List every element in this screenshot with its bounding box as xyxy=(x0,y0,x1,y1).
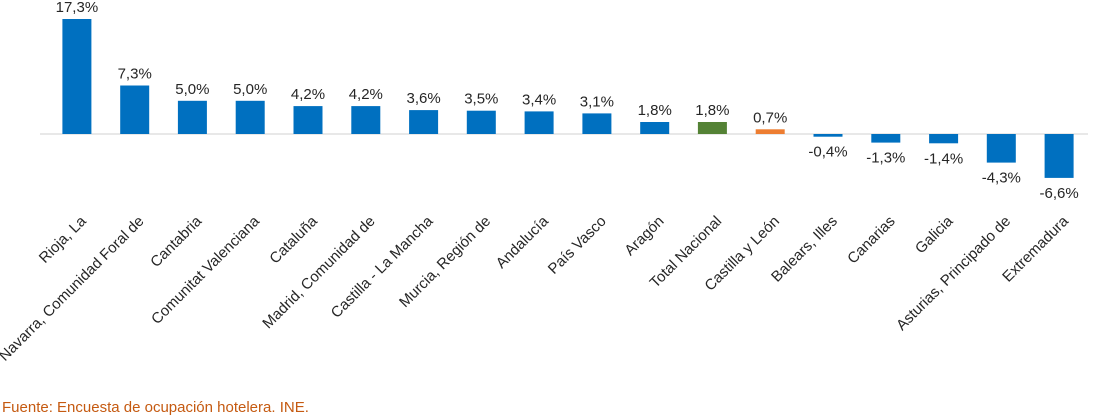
data-label: 1,8% xyxy=(695,102,729,119)
bar xyxy=(177,100,207,134)
category-tick-label: Andalucía xyxy=(493,212,553,272)
bar xyxy=(697,122,727,134)
bar xyxy=(293,106,323,134)
category-tick-label: Aragón xyxy=(621,213,667,259)
data-label: -6,6% xyxy=(1040,185,1079,202)
category-tick-label: Castilla - La Mancha xyxy=(328,212,437,321)
bar xyxy=(986,134,1016,163)
data-label: 4,2% xyxy=(349,86,383,103)
category-tick-label: Cataluña xyxy=(266,212,321,267)
data-label: -1,3% xyxy=(866,150,905,167)
data-label: 4,2% xyxy=(291,86,325,103)
data-label: 1,8% xyxy=(638,102,672,119)
data-label: 3,4% xyxy=(522,91,556,108)
bar xyxy=(929,134,959,144)
data-label: 3,1% xyxy=(580,93,614,110)
bar xyxy=(640,122,670,134)
bar xyxy=(582,113,612,134)
bar xyxy=(813,134,843,137)
source-note: Fuente: Encuesta de ocupación hotelera. … xyxy=(2,399,309,416)
bar xyxy=(409,110,439,134)
data-label: 0,7% xyxy=(753,109,787,126)
bar xyxy=(120,85,150,134)
bar xyxy=(466,110,496,134)
bar xyxy=(235,100,265,134)
bar xyxy=(1044,134,1074,178)
category-tick-label: Madrid, Comunidad de xyxy=(259,213,378,332)
category-tick-label: Rioja, La xyxy=(36,212,90,266)
data-label: 3,6% xyxy=(406,90,440,107)
category-tick-label: País Vasco xyxy=(545,213,610,278)
bar xyxy=(871,134,901,143)
data-labels-group: 17,3% 7,3% 5,0% 5,0% 4,2% 4,2% 3,6% 3,5% 3,4% 3,1… xyxy=(56,0,1079,202)
bar xyxy=(62,19,92,134)
data-label: 5,0% xyxy=(233,81,267,98)
category-tick-label: Canarias xyxy=(844,213,898,267)
category-tick-label: Asturias, Principado de xyxy=(893,213,1014,334)
data-label: -0,4% xyxy=(808,144,847,161)
category-tick-label: Comunitat Valenciana xyxy=(148,212,263,327)
data-label: 17,3% xyxy=(56,0,99,16)
bar xyxy=(524,111,554,134)
bar xyxy=(351,106,381,134)
data-label: -1,4% xyxy=(924,150,963,167)
chart-canvas: 17,3% 7,3% 5,0% 5,0% 4,2% 4,2% 3,6% 3,5% 3,4% 3,1… xyxy=(0,0,1088,365)
bar xyxy=(755,129,785,134)
data-label: 7,3% xyxy=(118,66,152,83)
category-tick-label: Galicia xyxy=(912,212,957,257)
bar-chart: 17,3% 7,3% 5,0% 5,0% 4,2% 4,2% 3,6% 3,5% 3,4% 3,1… xyxy=(0,0,1088,365)
data-label: 5,0% xyxy=(175,81,209,98)
data-label: 3,5% xyxy=(464,91,498,108)
data-label: -4,3% xyxy=(982,170,1021,187)
bars-group xyxy=(62,19,1074,178)
category-tick-label: Cantabria xyxy=(147,212,205,270)
